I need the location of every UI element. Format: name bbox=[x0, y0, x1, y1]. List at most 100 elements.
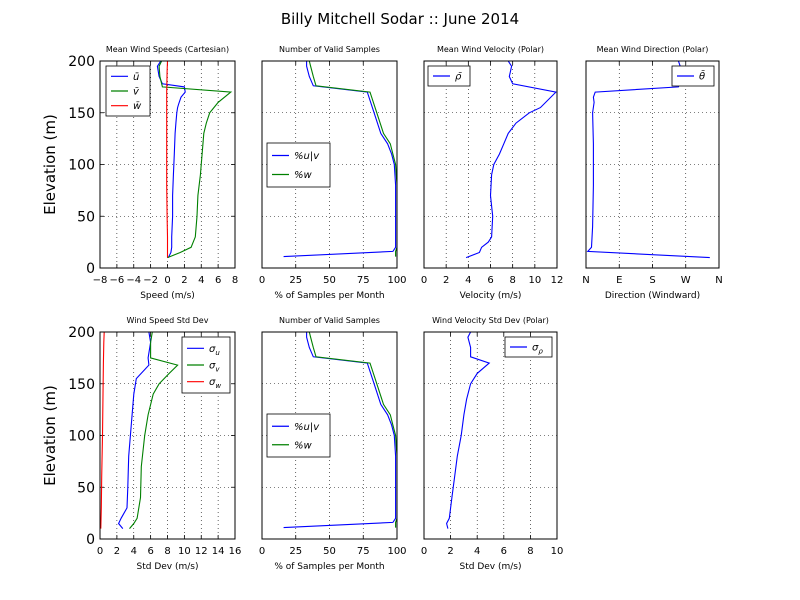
y-tick-label: 150 bbox=[68, 106, 95, 122]
x-tick-label: S bbox=[649, 275, 655, 286]
y-tick-label: 50 bbox=[77, 480, 95, 496]
chart-p4: Mean Wind Direction (Polar) N E S W N Directio… bbox=[582, 45, 722, 301]
x-tick-label: 6 bbox=[501, 546, 507, 557]
x-axis-label: Speed (m/s) bbox=[140, 291, 195, 301]
y-tick-label: 0 bbox=[86, 532, 95, 548]
series-line bbox=[129, 332, 179, 529]
x-tick-label: E bbox=[616, 275, 622, 286]
x-tick-label: 75 bbox=[357, 546, 370, 557]
x-tick-label: 16 bbox=[229, 546, 242, 557]
y-tick-label: 0 bbox=[86, 261, 95, 277]
x-tick-label: N bbox=[715, 275, 722, 286]
x-tick-label: 50 bbox=[323, 546, 336, 557]
y-tick-label: 50 bbox=[77, 209, 95, 225]
x-tick-label: 0 bbox=[421, 275, 427, 286]
legend: ū v̄ w̄ bbox=[105, 65, 151, 117]
y-axis-label: Elevation (m) bbox=[41, 385, 59, 486]
chart-p3: Mean Wind Velocity (Polar) 0 2 4 6 8 10 12 Veloc… bbox=[421, 45, 564, 301]
x-tick-label: 6 bbox=[147, 546, 153, 557]
legend: %u|v %w bbox=[266, 413, 331, 458]
chart-title: Number of Valid Samples bbox=[279, 316, 380, 325]
chart-p6: Number of Valid Samples 0 25 50 75 100% of Sa… bbox=[259, 316, 407, 572]
x-axis-label: Direction (Windward) bbox=[605, 291, 700, 301]
series-line bbox=[283, 61, 397, 258]
y-tick-label: 100 bbox=[68, 158, 95, 174]
figure-title: Billy Mitchell Sodar :: June 2014 bbox=[281, 10, 519, 28]
plot-frame bbox=[261, 331, 398, 540]
series-line bbox=[100, 332, 105, 529]
series-line bbox=[446, 332, 491, 529]
plot-frame bbox=[585, 60, 720, 269]
legend-label: θ̄ bbox=[699, 70, 705, 83]
x-tick-label: 2 bbox=[181, 275, 187, 286]
legend-label: ū bbox=[133, 72, 139, 83]
x-tick-label: 2 bbox=[447, 546, 453, 557]
legend-label: v̄ bbox=[133, 87, 140, 98]
x-tick-label: 14 bbox=[212, 546, 225, 557]
x-tick-label: −2 bbox=[143, 275, 158, 286]
legend: θ̄ bbox=[671, 65, 715, 87]
x-tick-label: 0 bbox=[421, 546, 427, 557]
x-tick-label: 0 bbox=[259, 275, 265, 286]
chart-p1: Mean Wind Speeds (Cartesian)−8 −6 −4 −2 0 2 4 6… bbox=[41, 45, 238, 301]
x-axis-label: Std Dev (m/s) bbox=[137, 562, 199, 572]
legend-label: σρ bbox=[532, 343, 543, 356]
x-tick-label: W bbox=[681, 275, 691, 286]
series-line bbox=[158, 61, 233, 259]
x-tick-label: −6 bbox=[110, 275, 125, 286]
x-axis-label: Velocity (m/s) bbox=[460, 291, 522, 301]
series-line bbox=[465, 61, 557, 259]
chart-title: Wind Velocity Std Dev (Polar) bbox=[432, 316, 549, 325]
plot-frame bbox=[99, 60, 236, 269]
x-tick-label: 4 bbox=[198, 275, 204, 286]
chart-p2: Number of Valid Samples 0 25 50 75 100% of Sa… bbox=[259, 45, 407, 301]
legend: σu σv σw bbox=[181, 336, 231, 394]
y-tick-label: 200 bbox=[68, 54, 95, 70]
x-tick-label: 12 bbox=[551, 275, 564, 286]
legend-label: σv bbox=[209, 361, 220, 374]
x-tick-label: 10 bbox=[528, 275, 541, 286]
x-tick-label: 12 bbox=[195, 546, 208, 557]
legend-box bbox=[266, 142, 331, 188]
x-axis-label: % of Samples per Month bbox=[274, 291, 384, 301]
x-tick-label: 25 bbox=[289, 275, 302, 286]
legend: ρ̄ bbox=[427, 65, 471, 87]
legend-label: σw bbox=[209, 377, 221, 390]
series-line bbox=[283, 332, 397, 529]
chart-title: Mean Wind Speeds (Cartesian) bbox=[106, 45, 229, 54]
x-tick-label: N bbox=[582, 275, 589, 286]
plot-frame bbox=[423, 60, 558, 269]
x-tick-label: 25 bbox=[289, 546, 302, 557]
legend-box bbox=[266, 413, 331, 458]
x-tick-label: 50 bbox=[323, 275, 336, 286]
y-tick-label: 100 bbox=[68, 429, 95, 445]
x-tick-label: 100 bbox=[387, 275, 406, 286]
legend-label: %w bbox=[294, 170, 313, 181]
x-tick-label: 2 bbox=[114, 546, 120, 557]
x-tick-label: 8 bbox=[232, 275, 238, 286]
x-tick-label: 100 bbox=[387, 546, 406, 557]
series-line bbox=[308, 332, 397, 528]
x-tick-label: 4 bbox=[474, 546, 480, 557]
x-tick-label: 8 bbox=[527, 546, 533, 557]
x-tick-label: 4 bbox=[465, 275, 471, 286]
legend-label: ρ̄ bbox=[455, 72, 462, 83]
x-tick-label: −8 bbox=[93, 275, 108, 286]
x-tick-label: 10 bbox=[178, 546, 191, 557]
legend: %u|v %w bbox=[266, 142, 331, 188]
x-tick-label: 8 bbox=[509, 275, 515, 286]
legend-label: σu bbox=[209, 344, 220, 357]
x-tick-label: 0 bbox=[97, 546, 103, 557]
legend-label: %u|v bbox=[294, 422, 320, 433]
legend-box bbox=[504, 336, 553, 358]
series-line bbox=[166, 61, 169, 258]
x-tick-label: 0 bbox=[164, 275, 170, 286]
series-line bbox=[117, 332, 152, 529]
legend-label: %u|v bbox=[294, 151, 320, 162]
legend: σρ bbox=[504, 336, 553, 358]
plot-frame bbox=[261, 60, 398, 269]
x-tick-label: 0 bbox=[259, 546, 265, 557]
x-tick-label: 2 bbox=[443, 275, 449, 286]
